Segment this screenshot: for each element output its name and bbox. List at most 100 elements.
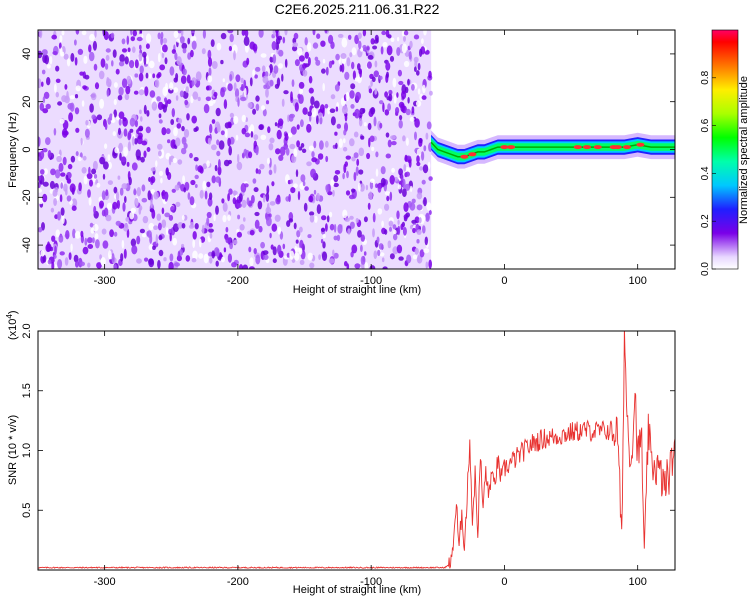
colorbar-label: Normalized spectral amplitude (738, 76, 750, 224)
noise-speckle (316, 115, 319, 125)
noise-speckle (80, 261, 85, 267)
noise-speckle (61, 30, 65, 36)
noise-speckle (162, 37, 168, 44)
noise-speckle (166, 99, 172, 105)
noise-speckle (155, 234, 158, 245)
noise-speckle (375, 168, 379, 177)
noise-speckle (386, 195, 390, 202)
noise-speckle (345, 155, 351, 160)
noise-speckle (131, 245, 138, 255)
noise-speckle (387, 240, 392, 249)
noise-speckle (172, 157, 178, 164)
noise-speckle (99, 156, 106, 165)
noise-speckle (362, 44, 367, 52)
noise-speckle (283, 90, 289, 95)
noise-speckle (306, 123, 312, 133)
noise-speckle (268, 169, 273, 176)
noise-speckle (161, 219, 167, 228)
noise-speckle (405, 171, 410, 177)
noise-speckle (265, 192, 270, 202)
noise-speckle (329, 211, 333, 218)
noise-speckle (395, 107, 400, 114)
noise-speckle (428, 259, 433, 269)
noise-speckle (75, 30, 80, 35)
noise-speckle (358, 182, 361, 192)
noise-speckle (389, 253, 395, 260)
noise-speckle (236, 161, 243, 171)
noise-speckle (337, 224, 343, 234)
noise-speckle (411, 106, 415, 114)
noise-speckle (52, 189, 58, 197)
noise-speckle (211, 119, 216, 124)
noise-speckle (356, 158, 360, 166)
noise-speckle (382, 266, 388, 269)
noise-speckle (207, 57, 213, 67)
noise-speckle (413, 34, 420, 40)
noise-speckle (158, 113, 162, 119)
noise-speckle (113, 186, 118, 194)
noise-speckle (92, 40, 97, 51)
noise-speckle (379, 100, 384, 105)
noise-speckle (45, 137, 51, 146)
noise-speckle (388, 220, 394, 227)
noise-speckle (264, 71, 269, 78)
y-tick-label: -20 (21, 189, 33, 205)
noise-speckle (183, 129, 190, 138)
noise-speckle (294, 102, 299, 112)
noise-speckle (363, 122, 367, 127)
noise-speckle (117, 95, 123, 101)
noise-speckle (265, 88, 269, 98)
noise-speckle (308, 195, 314, 203)
noise-speckle (145, 54, 149, 65)
noise-speckle (422, 164, 429, 174)
noise-speckle (411, 198, 416, 204)
noise-speckle (203, 253, 209, 264)
y-tick-label: 0 (21, 146, 33, 152)
noise-speckle (302, 180, 306, 187)
noise-speckle (428, 70, 432, 79)
noise-speckle (220, 59, 224, 65)
noise-speckle (333, 223, 337, 233)
noise-speckle (177, 250, 181, 261)
noise-speckle (416, 155, 420, 163)
noise-speckle (329, 108, 336, 113)
noise-speckle (201, 48, 206, 55)
noise-speckle (412, 254, 418, 260)
noise-speckle (64, 84, 68, 90)
noise-speckle (127, 132, 131, 141)
noise-speckle (133, 188, 137, 195)
noise-speckle (313, 189, 317, 195)
noise-speckle (174, 262, 180, 267)
colorbar-gradient (712, 30, 738, 269)
noise-speckle (140, 156, 145, 163)
noise-speckle (254, 219, 260, 229)
noise-speckle (176, 123, 182, 129)
noise-speckle (294, 59, 300, 67)
noise-speckle (181, 243, 185, 248)
noise-speckle (77, 156, 82, 162)
noise-speckle (229, 242, 234, 250)
noise-speckle (397, 225, 401, 236)
noise-speckle (193, 157, 199, 162)
noise-speckle (250, 131, 254, 138)
noise-speckle (425, 261, 429, 269)
noise-speckle (260, 134, 267, 140)
noise-speckle (237, 203, 242, 208)
noise-speckle (309, 211, 315, 216)
noise-speckle (241, 127, 247, 135)
noise-speckle (330, 179, 335, 187)
noise-speckle (141, 197, 148, 203)
noise-speckle (242, 264, 249, 269)
noise-speckle (49, 55, 53, 65)
noise-speckle (102, 173, 106, 180)
noise-speckle (357, 32, 362, 39)
noise-speckle (388, 89, 393, 95)
noise-speckle (153, 225, 159, 230)
noise-speckle (312, 42, 319, 49)
noise-speckle (419, 249, 425, 258)
noise-speckle (396, 37, 400, 42)
noise-speckle (146, 110, 150, 117)
noise-speckle (59, 35, 63, 43)
noise-speckle (190, 95, 194, 104)
noise-speckle (381, 257, 385, 263)
